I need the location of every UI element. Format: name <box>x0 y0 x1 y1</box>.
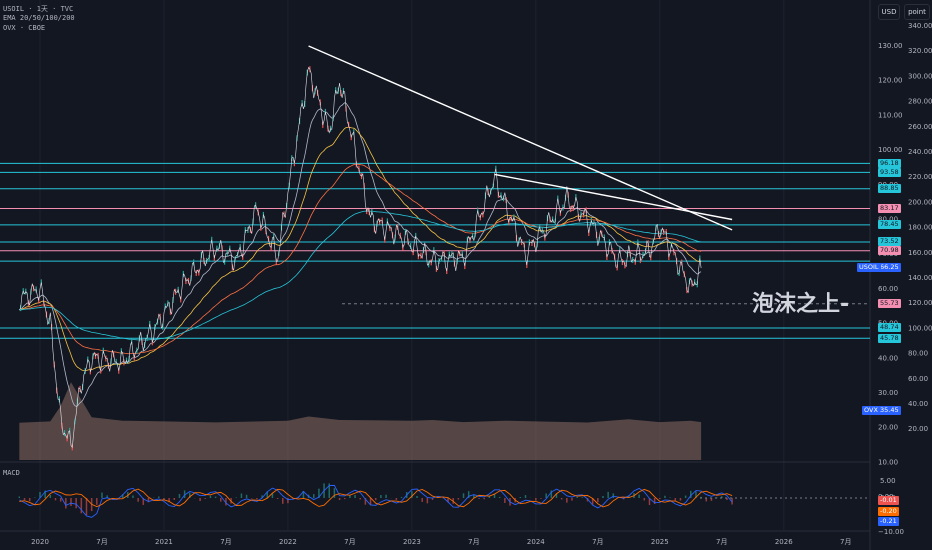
ovx-tick-label: 160.00 <box>908 249 932 257</box>
price-label-tag: 45.78 <box>878 333 901 343</box>
price-tick-label: 60.00 <box>878 285 898 293</box>
price-label-tag: 66.25 <box>878 262 901 272</box>
x-tick-label: 7月 <box>468 538 479 546</box>
price-tick-label: 80.00 <box>878 216 898 224</box>
price-tick-label: 110.00 <box>878 111 903 119</box>
price-tick-label: 20.00 <box>878 424 898 432</box>
ovx-tick-label: 20.00 <box>908 425 928 433</box>
ema-100-line <box>19 163 702 355</box>
price-tick-label: 10.00 <box>878 458 898 466</box>
ovx-tick-label: 200.00 <box>908 198 932 206</box>
ema-50-line <box>19 126 702 371</box>
ovx-tick-label: 240.00 <box>908 148 932 156</box>
macd-label[interactable]: MACD <box>3 469 20 477</box>
price-label-tag: 70.98 <box>878 246 901 256</box>
ovx-tick-label: 80.00 <box>908 350 928 358</box>
x-tick-label: 7月 <box>220 538 231 546</box>
signal-line <box>19 488 733 508</box>
trendline <box>308 45 733 231</box>
usoil-symbol-tag: USOIL <box>857 262 881 272</box>
price-tick-label: 40.00 <box>878 354 898 362</box>
ovx-symbol-tag: OVX <box>862 405 880 415</box>
price-label-tag: 35.45 <box>878 405 901 415</box>
price-tick-label: 100.00 <box>878 146 903 154</box>
currency-button[interactable]: USD <box>878 4 900 20</box>
x-tick-label: 2025 <box>651 538 669 546</box>
x-tick-label: 7月 <box>344 538 355 546</box>
price-label-tag: 88.85 <box>878 184 901 194</box>
price-tick-label: 30.00 <box>878 389 898 397</box>
price-label-tag: 83.17 <box>878 204 901 213</box>
ovx-tick-label: 300.00 <box>908 72 932 80</box>
ovx-indicator-label[interactable]: OVX · CBOE <box>3 24 46 32</box>
symbol-title[interactable]: USOIL · 1天 · TVC <box>3 5 74 13</box>
trendline <box>494 173 733 221</box>
ovx-tick-label: 220.00 <box>908 173 932 181</box>
x-tick-label: 2023 <box>403 538 421 546</box>
ovx-tick-label: 340.00 <box>908 22 932 30</box>
x-tick-label: 2021 <box>155 538 173 546</box>
signal-value-tag: -0.20 <box>878 506 899 516</box>
ovx-area <box>19 382 702 460</box>
ovx-tick-label: 180.00 <box>908 224 932 232</box>
ovx-tick-label: 260.00 <box>908 123 932 131</box>
x-tick-label: 7月 <box>592 538 603 546</box>
price-label-tag: 78.45 <box>878 220 901 230</box>
x-tick-label: 2020 <box>31 538 49 546</box>
x-tick-label: 7月 <box>840 538 851 546</box>
ovx-tick-label: 120.00 <box>908 299 932 307</box>
price-label-tag: 96.18 <box>878 158 901 168</box>
ovx-tick-label: 40.00 <box>908 400 928 408</box>
usoil-price-line <box>19 66 702 449</box>
price-label-tag: 48.74 <box>878 323 901 333</box>
x-tick-label: 7月 <box>716 538 727 546</box>
ovx-tick-label: 140.00 <box>908 274 932 282</box>
macd-line <box>19 484 733 518</box>
x-tick-label: 2024 <box>527 538 545 546</box>
overlay-text: 泡沫之上- <box>752 292 850 317</box>
scale-mode-button[interactable]: point <box>904 4 930 20</box>
ema-200-line <box>19 210 702 341</box>
ema-20-line <box>19 102 702 407</box>
ovx-tick-label: 60.00 <box>908 375 928 383</box>
x-tick-label: 2022 <box>279 538 297 546</box>
price-label-tag: 55.73 <box>878 299 901 309</box>
macd-value-tag: -0.01 <box>878 495 899 505</box>
ovx-tick-label: 280.00 <box>908 98 932 106</box>
ema-indicator-label[interactable]: EMA 20/50/100/200 <box>3 14 75 22</box>
x-tick-label: 7月 <box>96 538 107 546</box>
x-tick-label: 2026 <box>775 538 793 546</box>
price-tick-label: 130.00 <box>878 42 903 50</box>
price-label-tag: 73.52 <box>878 237 901 247</box>
ovx-tick-label: 100.00 <box>908 324 932 332</box>
ovx-tick-label: 320.00 <box>908 47 932 55</box>
price-label-tag: 93.58 <box>878 167 901 177</box>
price-tick-label: −10.00 <box>878 528 904 536</box>
macd-tick-label: 5.00 <box>880 477 896 485</box>
histogram-value-tag: -0.21 <box>878 516 899 526</box>
price-tick-label: 120.00 <box>878 77 903 85</box>
